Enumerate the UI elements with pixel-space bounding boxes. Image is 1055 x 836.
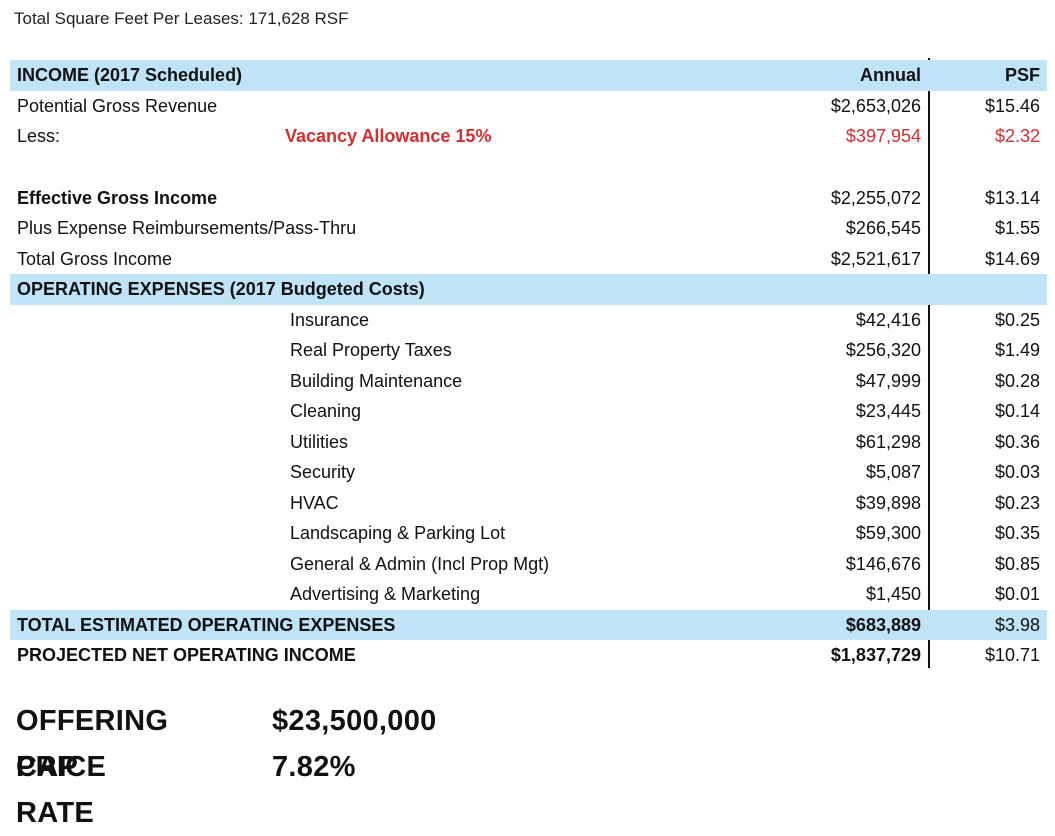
row-label: Potential Gross Revenue xyxy=(17,95,218,116)
expense-row: General & Admin (Incl Prop Mgt) $146,676… xyxy=(10,549,1047,580)
expense-row: Cleaning $23,445 $0.14 xyxy=(10,396,1047,427)
psf-value: $0.23 xyxy=(994,492,1040,513)
annual-value: $256,320 xyxy=(845,340,921,360)
expense-row: HVAC $39,898 $0.23 xyxy=(10,488,1047,519)
psf-value: $13.14 xyxy=(984,187,1040,208)
row-label: Plus Expense Reimbursements/Pass-Thru xyxy=(17,218,357,238)
vacancy-allowance-label: Vacancy Allowance 15% xyxy=(285,126,492,146)
psf-value: $10.71 xyxy=(984,645,1040,665)
annual-value: $266,545 xyxy=(845,218,921,238)
vacancy-allowance-row: Less: Vacancy Allowance 15% $397,954 $2.… xyxy=(10,121,1047,152)
psf-value: $0.14 xyxy=(994,401,1040,421)
psf-value: $15.46 xyxy=(984,95,1040,116)
annual-value: $2,653,026 xyxy=(830,95,921,116)
expense-label: Utilities xyxy=(290,431,349,452)
offering-price-value: $23,500,000 xyxy=(272,705,437,737)
cap-rate-label: CAP RATE xyxy=(16,751,94,829)
psf-value: $2.32 xyxy=(994,126,1040,146)
expense-label: Security xyxy=(290,462,356,482)
annual-value: $42,416 xyxy=(855,309,921,330)
psf-value: $0.03 xyxy=(994,462,1040,482)
expense-items: Insurance $42,416 $0.25 Real Property Ta… xyxy=(10,305,1047,610)
psf-value: $1.55 xyxy=(994,218,1040,238)
column-divider xyxy=(928,58,930,668)
expense-label: HVAC xyxy=(290,492,339,513)
psf-value: $3.98 xyxy=(994,614,1040,635)
operating-expenses-header-row: OPERATING EXPENSES (2017 Budgeted Costs) xyxy=(10,274,1047,305)
expense-label: Advertising & Marketing xyxy=(290,584,481,604)
expense-label: General & Admin (Incl Prop Mgt) xyxy=(290,553,550,574)
expense-row: Advertising & Marketing $1,450 $0.01 xyxy=(10,579,1047,610)
expense-label: Building Maintenance xyxy=(290,370,463,391)
annual-value: $59,300 xyxy=(855,523,921,543)
psf-value: $14.69 xyxy=(984,248,1040,269)
annual-value: $39,898 xyxy=(855,492,921,513)
total-square-feet-note: Total Square Feet Per Leases: 171,628 RS… xyxy=(14,9,349,28)
expense-row: Insurance $42,416 $0.25 xyxy=(10,305,1047,336)
net-operating-income-row: PROJECTED NET OPERATING INCOME $1,837,72… xyxy=(10,640,1047,671)
annual-value: $61,298 xyxy=(855,431,921,452)
income-section-title: INCOME (2017 Scheduled) xyxy=(17,65,243,85)
expense-row: Building Maintenance $47,999 $0.28 xyxy=(10,366,1047,397)
expense-label: Insurance xyxy=(290,309,370,330)
row-label: PROJECTED NET OPERATING INCOME xyxy=(17,645,356,665)
offering-price-label: OFFERING PRICE xyxy=(16,705,169,783)
annual-value: $1,450 xyxy=(865,584,921,604)
annual-value: $5,087 xyxy=(865,462,921,482)
row-label: Effective Gross Income xyxy=(17,187,218,208)
row-label: Less: xyxy=(17,126,61,146)
expense-label: Landscaping & Parking Lot xyxy=(290,523,506,543)
psf-value: $0.01 xyxy=(994,584,1040,604)
spacer-row xyxy=(10,152,1047,183)
annual-column-header: Annual xyxy=(860,65,921,85)
expense-label: Real Property Taxes xyxy=(290,340,452,360)
potential-gross-revenue-row: Potential Gross Revenue $2,653,026 $15.4… xyxy=(10,91,1047,122)
annual-value: $397,954 xyxy=(845,126,921,146)
row-label: TOTAL ESTIMATED OPERATING EXPENSES xyxy=(17,614,396,635)
financial-summary-table: INCOME (2017 Scheduled) Annual PSF Poten… xyxy=(10,60,1047,671)
annual-value: $23,445 xyxy=(855,401,921,421)
expense-row: Landscaping & Parking Lot $59,300 $0.35 xyxy=(10,518,1047,549)
total-operating-expenses-row: TOTAL ESTIMATED OPERATING EXPENSES $683,… xyxy=(10,609,1047,640)
expense-row: Utilities $61,298 $0.36 xyxy=(10,427,1047,458)
psf-value: $1.49 xyxy=(994,340,1040,360)
expense-label: Cleaning xyxy=(290,401,362,421)
psf-column-header: PSF xyxy=(1004,65,1040,85)
income-header-row: INCOME (2017 Scheduled) Annual PSF xyxy=(10,60,1047,91)
row-label: Total Gross Income xyxy=(17,248,173,269)
psf-value: $0.85 xyxy=(994,553,1040,574)
expense-reimbursements-row: Plus Expense Reimbursements/Pass-Thru $2… xyxy=(10,213,1047,244)
psf-value: $0.36 xyxy=(994,431,1040,452)
total-gross-income-row: Total Gross Income $2,521,617 $14.69 xyxy=(10,244,1047,275)
cap-rate-value: 7.82% xyxy=(272,751,356,783)
psf-value: $0.35 xyxy=(994,523,1040,543)
annual-value: $683,889 xyxy=(845,614,921,635)
expense-row: Security $5,087 $0.03 xyxy=(10,457,1047,488)
psf-value: $0.28 xyxy=(994,370,1040,391)
annual-value: $2,521,617 xyxy=(830,248,921,269)
annual-value: $146,676 xyxy=(845,553,921,574)
expense-row: Real Property Taxes $256,320 $1.49 xyxy=(10,335,1047,366)
annual-value: $47,999 xyxy=(855,370,921,391)
annual-value: $1,837,729 xyxy=(830,645,921,665)
annual-value: $2,255,072 xyxy=(830,187,921,208)
effective-gross-income-row: Effective Gross Income $2,255,072 $13.14 xyxy=(10,183,1047,214)
psf-value: $0.25 xyxy=(994,309,1040,330)
expenses-section-title: OPERATING EXPENSES (2017 Budgeted Costs) xyxy=(17,279,425,299)
